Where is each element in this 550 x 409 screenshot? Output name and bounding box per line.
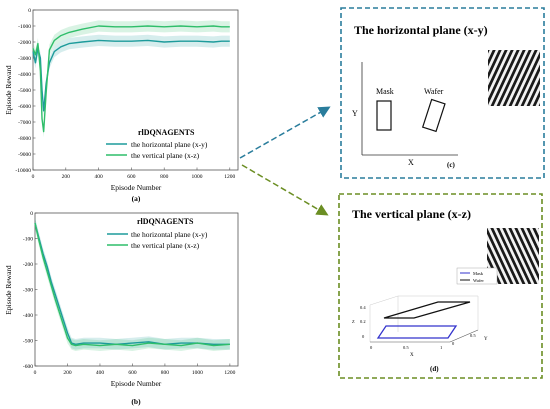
chartA-x-tick-label: 0: [32, 174, 35, 180]
panel-c-title: The horizontal plane (x-y): [354, 23, 488, 37]
chartB-y-tick-label: -200: [23, 262, 33, 268]
panel-c-wafer-label: Wafer: [424, 87, 444, 96]
chartA-x-tick-label: 600: [127, 174, 136, 180]
panel-d-3d-inset: 0.4 0.2 0 Z 0 0.5 1 X 0 0.5 Y Mask Wafer: [352, 267, 498, 358]
chartA-y-tick-label: -6000: [18, 104, 31, 110]
panel-d-grid-line: [369, 295, 399, 306]
chartA-x-tick-label: 800: [160, 174, 169, 180]
panel-d-y-tick: 0: [452, 341, 455, 346]
chart-b-panel-label: (b): [131, 397, 141, 406]
chartA-x-tick-label: 1200: [224, 174, 235, 180]
panel-d-z-tick: 0: [362, 334, 365, 339]
chart-b-training-curve: 0 -100 -200 -300 -400 -500 -600 0 200 400 600 800 1…: [4, 211, 239, 406]
chartB-y-tick-label: -400: [23, 313, 33, 319]
chart-a-panel-label: (a): [132, 194, 141, 203]
chartA-y-tick-label: -3000: [18, 56, 31, 62]
panel-d-z-tick: 0.4: [360, 305, 366, 310]
panel-d-title: The vertical plane (x-z): [352, 207, 471, 221]
arrow-to-horizontal-plane: [239, 106, 331, 159]
panel-d-border: [338, 193, 543, 379]
chartA-y-tick-label: -5000: [18, 88, 31, 94]
panel-d-label: (d): [430, 365, 439, 373]
panel-c-x-axis-label: X: [408, 158, 414, 167]
chartB-y-tick-label: -300: [23, 288, 33, 294]
chart-a-legend-vertical: the vertical plane (x-z): [131, 151, 200, 160]
chartA-band-horizontal: [33, 34, 230, 117]
chart-a-x-ticks: 0 200 400 600 800 1000 1200: [32, 167, 236, 180]
chartA-line-horizontal: [32, 39, 230, 112]
chartA-line-vertical: [32, 25, 230, 133]
chartB-y-tick-label: -600: [23, 364, 33, 370]
chartB-line-horizontal: [34, 223, 230, 346]
panel-d-mask-shape: [376, 325, 458, 339]
chart-b-series-lines: [34, 223, 230, 347]
arrow-to-vertical-plane: [241, 164, 329, 216]
panel-d-z-axis-label: Z: [352, 319, 355, 324]
panel-d-x-tick: 0: [370, 345, 373, 350]
panel-c-y-axis-label: Y: [352, 109, 358, 118]
panel-d-legend: Mask Wafer: [456, 267, 498, 285]
panel-d-y-axis: [449, 329, 479, 343]
chart-a-legend-horizontal: the horizontal plane (x-y): [131, 140, 208, 149]
panel-d-x-tick: 0.5: [403, 345, 409, 350]
chart-b-legend-horizontal: the horizontal plane (x-y): [131, 230, 208, 239]
chartA-x-tick-label: 400: [94, 174, 103, 180]
chart-b-y-axis-label: Episode Reward: [4, 265, 13, 315]
panel-c-fringe-image: [488, 50, 540, 106]
chartA-y-tick-label: -9000: [18, 152, 31, 158]
chart-a-legend-title: rlDQNAGENTS: [138, 128, 195, 137]
panel-d-legend-wafer: Wafer: [473, 278, 484, 283]
chartB-x-tick-label: 1000: [192, 370, 203, 376]
chart-b-x-axis-label: Episode Number: [111, 379, 162, 388]
panel-c-border: [340, 7, 545, 179]
chartA-y-tick-label: 0: [28, 8, 31, 14]
panel-c-mask-shape: [376, 100, 392, 131]
chart-a-series-lines: [32, 25, 230, 133]
chart-b-x-ticks: 0 200 400 600 800 1000 1200: [34, 363, 236, 376]
chart-a-training-curve: 0 -1000 -2000 -3000 -4000 -5000 -6000 -7000 -800…: [4, 8, 239, 203]
chartB-x-tick-label: 200: [63, 370, 72, 376]
chartB-x-tick-label: 1200: [224, 370, 235, 376]
panel-c-label: (c): [447, 161, 455, 169]
chartB-y-tick-label: -500: [23, 339, 33, 345]
panel-d-wafer-shape: [383, 301, 471, 319]
chartA-y-tick-label: -4000: [18, 72, 31, 78]
chart-a-y-axis-label: Episode Reward: [4, 65, 13, 115]
chartB-y-tick-label: -100: [23, 237, 33, 243]
chart-b-legend-title: rlDQNAGENTS: [137, 217, 194, 226]
chart-a-variance-bands: [33, 20, 230, 138]
chartA-x-tick-label: 1000: [192, 174, 203, 180]
chartB-y-tick-label: 0: [30, 211, 33, 217]
panel-d-y-tick: 0.5: [470, 333, 476, 338]
panel-c-horizontal-plane: The horizontal plane (x-y) Y X Mask Wafe…: [340, 7, 545, 179]
panel-d-z-tick: 0.2: [360, 319, 366, 324]
panel-d-legend-mask: Mask: [473, 271, 484, 276]
panel-c-wafer-shape: [421, 98, 446, 133]
chartB-x-tick-label: 600: [128, 370, 137, 376]
chartA-y-tick-label: -2000: [18, 40, 31, 46]
chartA-y-tick-label: -10000: [15, 168, 31, 174]
chartB-line-vertical: [34, 223, 230, 347]
chartA-y-tick-label: -8000: [18, 136, 31, 142]
chart-a-y-ticks: 0 -1000 -2000 -3000 -4000 -5000 -6000 -7000 -800…: [15, 8, 36, 174]
panel-d-vertical-plane: The vertical plane (x-z) 0.4 0.2 0 Z 0 0…: [338, 193, 543, 379]
chartB-x-tick-label: 400: [96, 370, 105, 376]
chartB-x-tick-label: 800: [161, 370, 170, 376]
chartA-y-tick-label: -7000: [18, 120, 31, 126]
chartA-y-tick-label: -1000: [18, 24, 31, 30]
chart-b-legend: rlDQNAGENTS the horizontal plane (x-y) t…: [107, 217, 208, 250]
chart-a-legend: rlDQNAGENTS the horizontal plane (x-y) t…: [106, 128, 208, 160]
panel-d-x-axis-label: X: [410, 353, 414, 358]
panel-d-x-tick: 1: [440, 345, 442, 350]
chart-b-y-ticks: 0 -100 -200 -300 -400 -500 -600: [23, 211, 38, 370]
chartA-x-tick-label: 200: [62, 174, 71, 180]
chartB-x-tick-label: 0: [34, 370, 37, 376]
panel-c-mask-label: Mask: [376, 87, 394, 96]
chart-b-legend-vertical: the vertical plane (x-z): [131, 241, 200, 250]
panel-d-y-axis-label: Y: [484, 337, 488, 342]
chart-a-x-axis-label: Episode Number: [111, 183, 162, 192]
